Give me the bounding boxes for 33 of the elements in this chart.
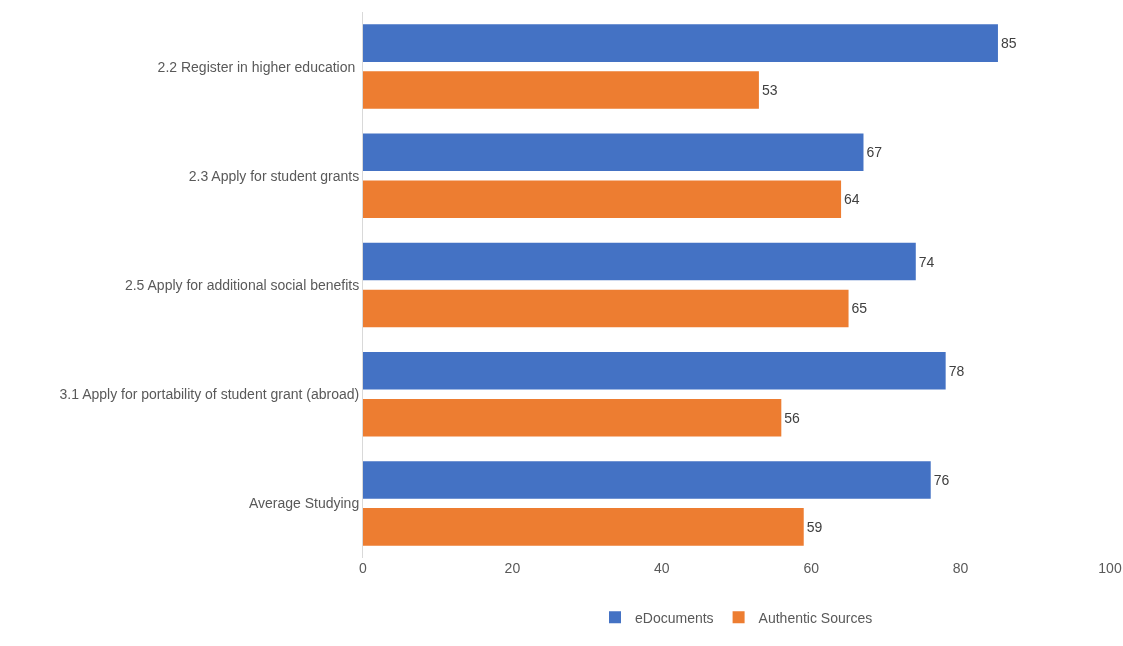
- x-tick-label: 60: [803, 560, 820, 576]
- bar: [363, 133, 864, 172]
- bar: [363, 508, 804, 546]
- data-label: 76: [933, 471, 950, 488]
- data-label: 78: [948, 362, 965, 379]
- legend-label: Authentic Sources: [758, 609, 873, 626]
- x-tick-label: 100: [1098, 560, 1122, 576]
- x-tick-label: 80: [952, 560, 969, 576]
- y-tick-label: 2.5 Apply for additional social benefits: [124, 276, 360, 293]
- x-tick-label: 0: [359, 560, 368, 576]
- bar: [363, 24, 998, 62]
- data-label: 53: [761, 82, 778, 99]
- bar: [363, 351, 946, 390]
- y-tick-label: 2.3 Apply for student grants: [188, 167, 360, 184]
- bar: [363, 461, 931, 499]
- bar: [363, 180, 842, 219]
- y-tick-label: 3.1 Apply for portability of student grant (abroad): [59, 386, 360, 403]
- bar: [363, 71, 759, 109]
- y-tick-label: Average Studying: [248, 495, 360, 512]
- data-label: 74: [918, 253, 935, 270]
- y-tick-label: 2.2 Register in higher education: [157, 58, 360, 75]
- data-label: 56: [784, 409, 801, 426]
- bar: [363, 289, 849, 328]
- legend-label: eDocuments: [635, 609, 714, 626]
- data-label: 65: [851, 300, 868, 317]
- x-tick-label: 20: [504, 560, 521, 576]
- data-label: 59: [806, 518, 823, 535]
- data-label: 67: [866, 144, 883, 161]
- bar: [363, 398, 782, 437]
- data-label: 85: [1000, 35, 1017, 52]
- bar: [363, 242, 916, 281]
- data-label: 64: [844, 191, 860, 208]
- x-tick-label: 40: [654, 560, 670, 576]
